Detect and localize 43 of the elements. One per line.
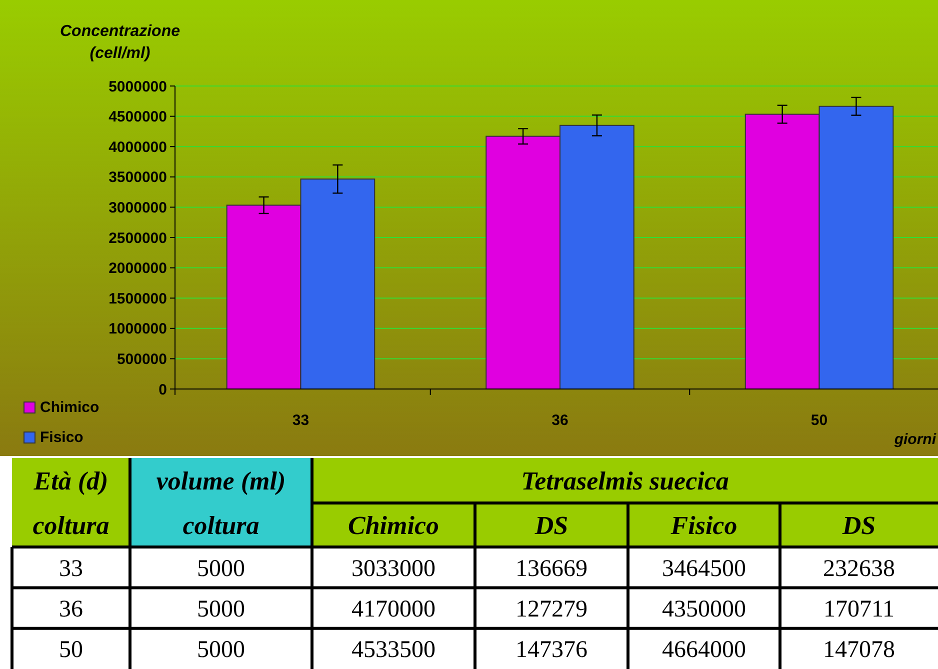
text: 4350000 [662,596,746,622]
text: 232638 [823,556,895,582]
text: 3033000 [352,556,436,582]
y-tick-label: 1000000 [108,320,167,338]
y-tick-label: 0 [158,381,167,398]
category-label: Chimico [348,511,440,540]
text: 4170000 [352,596,436,622]
x-tick-label: 33 [292,412,310,429]
y-tick-label: 3000000 [108,199,167,216]
category-label: 33 [59,556,83,582]
text: Tetraselmis suecica [521,466,729,496]
category-label: DS [534,511,568,540]
text: 4664000 [662,637,746,664]
y-axis-title: Concentrazione (cell/ml) [60,23,180,62]
x-axis-title: giorni [893,431,937,448]
y-tick-label: 2500000 [108,230,167,247]
y-tick-label: 2000000 [108,260,167,278]
text: 147376 [516,637,588,664]
y-tick-label: 4500000 [108,108,167,126]
category-label: 36 [59,596,83,622]
text: 5000 [197,556,245,582]
category-label: DS [841,511,876,540]
category-label: volume (ml) coltura [156,466,286,540]
text: 127279 [516,596,588,622]
text: 147078 [823,637,895,664]
x-tick-label: 36 [552,412,568,429]
y-tick-label: 500000 [116,350,167,368]
x-tick-label: 50 [810,412,828,429]
text: Età (d) coltura [32,466,110,540]
text: 170711 [823,596,895,622]
legend-label: Fisico [40,429,84,446]
text: 5000 [197,596,245,622]
text: 4533500 [352,637,436,664]
category-label: Fisico [670,511,738,540]
y-tick-label: 3500000 [108,169,167,186]
text: 3464500 [662,556,746,582]
y-tick-label: 1500000 [108,290,167,308]
y-tick-label: 4000000 [108,138,167,156]
y-tick-label: 5000000 [108,78,167,96]
text: 5000 [197,637,245,664]
category-label: 50 [59,637,83,664]
text: 136669 [516,556,588,582]
legend-label: Chimico [40,399,100,416]
